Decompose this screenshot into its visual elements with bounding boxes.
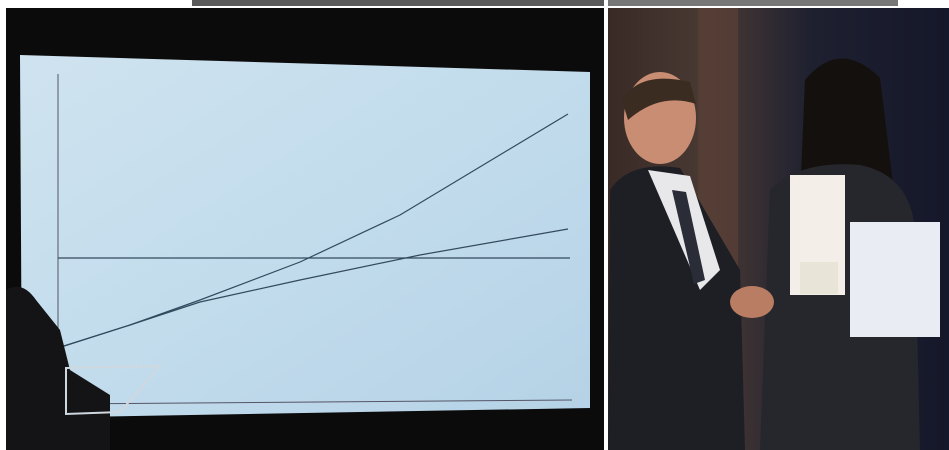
handshake — [730, 286, 774, 318]
photo-collage — [0, 0, 949, 450]
projector-screen — [20, 55, 590, 418]
name-badge — [800, 262, 838, 294]
top-strip — [608, 0, 898, 6]
certificate — [850, 222, 940, 337]
top-strip — [192, 0, 604, 6]
projection-photo — [6, 8, 604, 450]
award-photo — [608, 8, 949, 450]
